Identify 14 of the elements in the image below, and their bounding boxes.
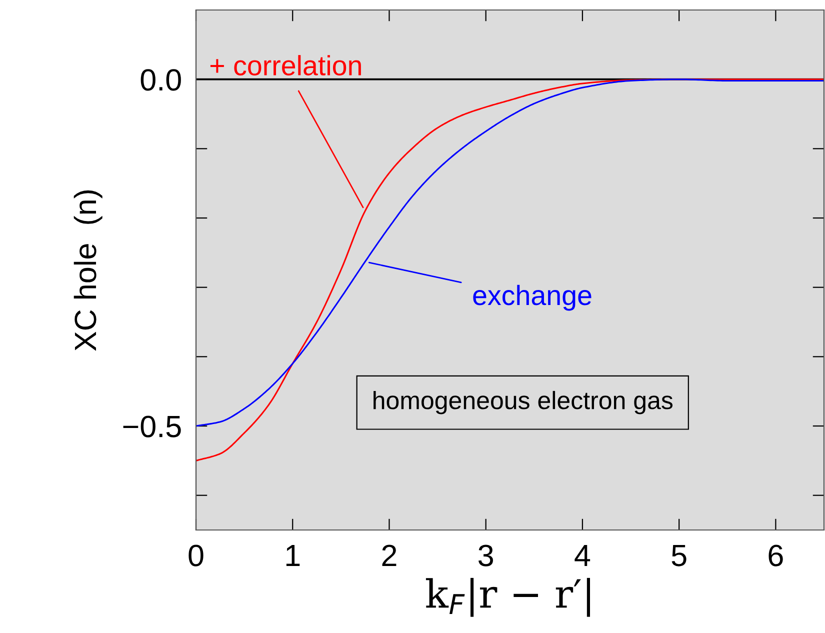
x-tick-label: 6 [768,544,783,566]
x-tick-label: 4 [574,545,590,566]
y-axis-title: XC hole (n) [74,190,102,351]
annotation: homogeneous electron gas [374,390,673,414]
x-axis-title: k$_{F}$|r − r′| [426,578,590,617]
annotation: + correlation [210,55,361,76]
x-tick-label: 0 [188,544,204,566]
x-tick-label: 1 [286,545,300,566]
annotation: exchange [473,284,592,311]
x-tick-label: 5 [672,545,686,566]
x-tick-label: 2 [382,544,396,566]
x-tick-label: 3 [478,544,493,566]
y-tick-label: −0.5 [123,416,181,438]
y-tick-label: 0.0 [140,69,181,91]
